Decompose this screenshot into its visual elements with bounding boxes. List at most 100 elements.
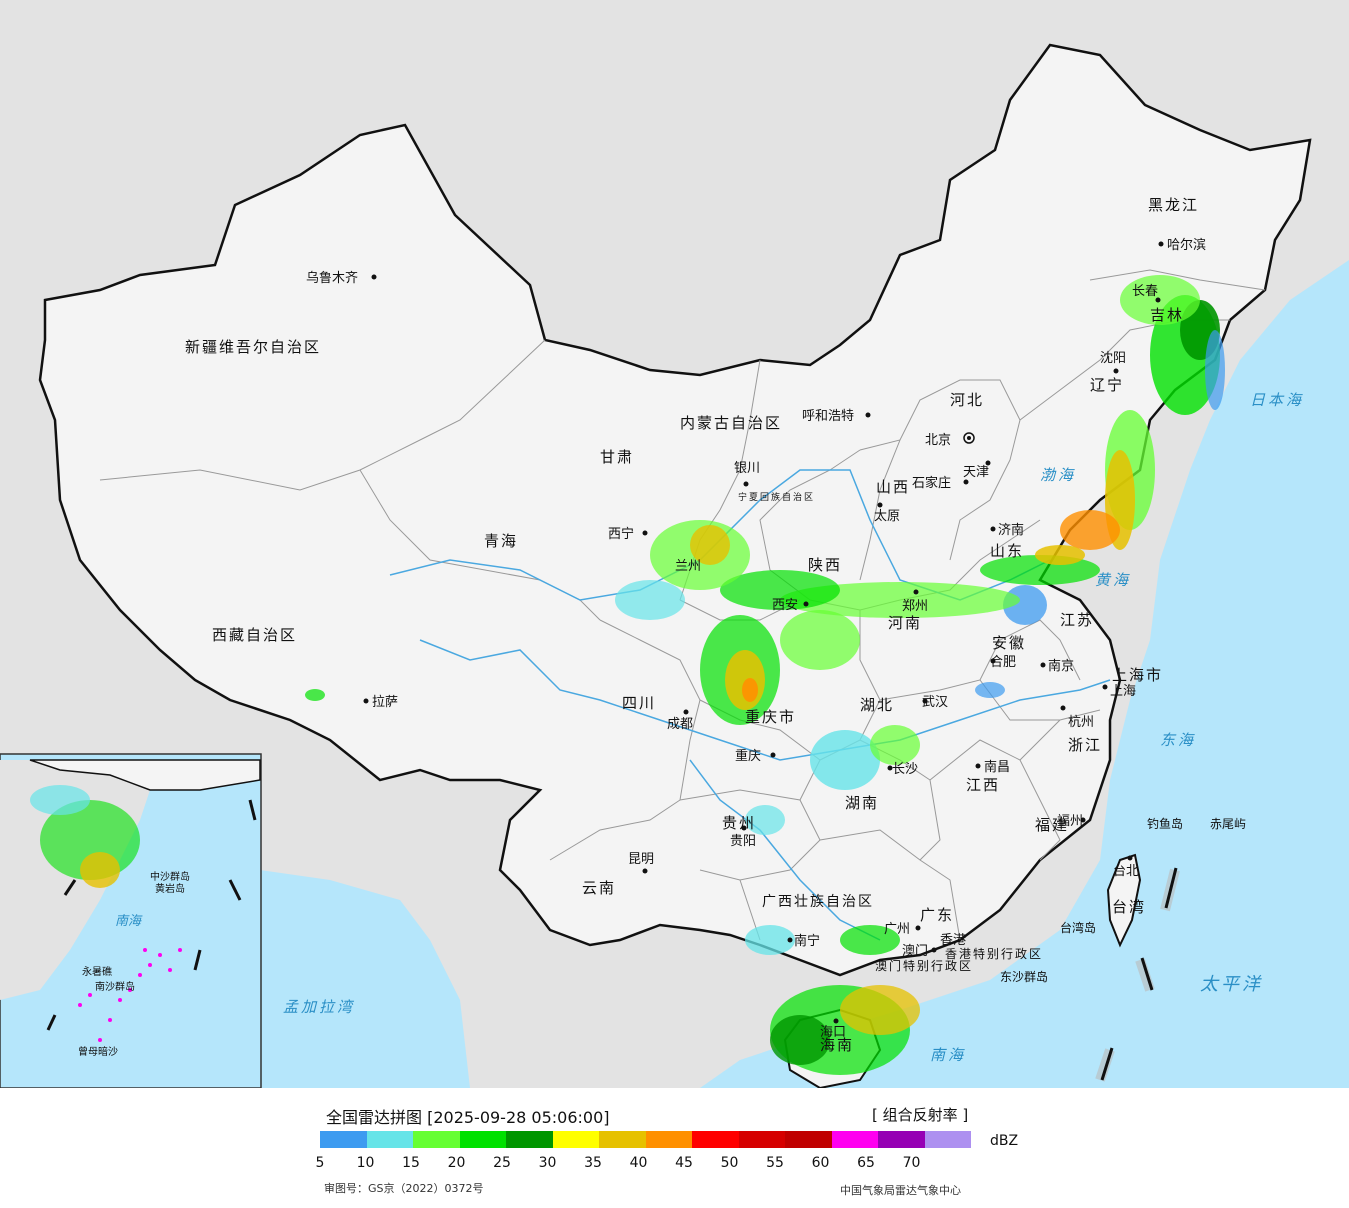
label-guizhou: 贵州 — [722, 814, 756, 832]
sea-east: 东海 — [1160, 731, 1196, 749]
sea-pacific: 太平洋 — [1200, 974, 1263, 995]
color-swatch — [320, 1131, 367, 1148]
city-beijing: 北京 — [925, 433, 951, 448]
city-lhasa: 拉萨 — [372, 695, 398, 710]
label-xizang: 西藏自治区 — [212, 626, 297, 644]
label-hongkong-sar: 香港特别行政区 — [945, 946, 1043, 961]
color-swatch — [366, 1131, 413, 1148]
agency-name: 中国气象局雷达气象中心 — [840, 1184, 961, 1197]
inset-zhongsha: 中沙群岛 — [150, 870, 190, 883]
color-swatch — [831, 1131, 878, 1148]
legend-tick-label: 25 — [493, 1155, 511, 1171]
city-shenyang: 沈阳 — [1100, 351, 1126, 366]
inset-sea-south: 南海 — [115, 914, 143, 929]
label-shandong: 山东 — [990, 542, 1024, 560]
legend-product: [ 组合反射率 ] — [872, 1106, 969, 1124]
city-xian: 西安 — [772, 598, 798, 613]
city-labels: 乌鲁木齐 拉萨 西宁 兰州 银川 呼和浩特 北京 天津 石家庄 太原 济南 郑州… — [306, 237, 1206, 1040]
inset-zengmu: 曾母暗沙 — [78, 1045, 118, 1058]
city-macau: 澳门 — [902, 943, 928, 959]
city-shanghai: 上海 — [1110, 684, 1136, 699]
legend-title: 全国雷达拼图 [2025-09-28 05:06:00] — [326, 1108, 610, 1127]
city-xining: 西宁 — [608, 526, 634, 542]
city-urumqi: 乌鲁木齐 — [306, 270, 358, 286]
city-kunming: 昆明 — [628, 852, 654, 867]
inset-huangyan: 黄岩岛 — [155, 882, 185, 895]
city-jinan: 济南 — [998, 522, 1024, 538]
sea-japan: 日本海 — [1250, 391, 1304, 409]
sea-bohai: 渤海 — [1040, 466, 1076, 484]
city-hongkong: 香港 — [940, 933, 966, 948]
map-approval-number: 审图号：GS京（2022）0372号 — [324, 1182, 484, 1195]
color-swatch — [924, 1131, 971, 1148]
label-chongqing-shi: 重庆市 — [745, 708, 796, 726]
label-henan: 河南 — [888, 614, 922, 632]
label-ningxia: 宁夏回族自治区 — [738, 491, 815, 503]
taiwan-island — [1106, 853, 1142, 948]
label-zhejiang: 浙江 — [1068, 736, 1102, 754]
color-swatch — [692, 1131, 739, 1148]
city-changchun: 长春 — [1132, 284, 1158, 299]
bay-of-bengal — [260, 870, 470, 1088]
label-xinjiang: 新疆维吾尔自治区 — [185, 338, 321, 356]
sea-yellow: 黄海 — [1095, 571, 1131, 589]
legend-tick-label: 5 — [315, 1155, 325, 1171]
map-frame: 新疆维吾尔自治区 西藏自治区 青海 甘肃 四川 云南 贵州 广西壮族自治区 广东… — [0, 0, 1349, 1088]
city-guiyang: 贵阳 — [730, 834, 756, 849]
label-taiwan: 台湾 — [1112, 898, 1146, 916]
city-nanning: 南宁 — [794, 933, 820, 949]
city-nanjing: 南京 — [1048, 658, 1074, 674]
legend-tick-label: 45 — [675, 1155, 693, 1171]
island-dongsha: 东沙群岛 — [1000, 969, 1048, 984]
label-qinghai: 青海 — [484, 532, 518, 550]
color-swatch — [738, 1131, 785, 1148]
city-hohhot: 呼和浩特 — [802, 409, 854, 424]
color-swatch — [878, 1131, 925, 1148]
china-land — [38, 43, 1312, 977]
island-taiwan-dao: 台湾岛 — [1060, 920, 1096, 935]
label-guangxi: 广西壮族自治区 — [762, 894, 874, 910]
color-swatch — [599, 1131, 646, 1148]
capital-marker — [963, 432, 975, 444]
legend-tick-label: 65 — [857, 1155, 875, 1171]
legend-tick-label: 10 — [356, 1155, 375, 1171]
city-chongqing: 重庆 — [735, 748, 761, 764]
city-zhengzhou: 郑州 — [902, 599, 928, 614]
inset-nansha: 南沙群岛 — [95, 980, 135, 993]
city-harbin: 哈尔滨 — [1167, 237, 1206, 253]
label-hebei: 河北 — [950, 391, 984, 409]
south-china-sea-inset: 南海 中沙群岛 黄岩岛 永暑礁 南沙群岛 曾母暗沙 — [0, 753, 262, 1088]
color-swatch — [506, 1131, 553, 1148]
city-changsha: 长沙 — [892, 762, 918, 777]
legend-tick-label: 30 — [538, 1155, 557, 1171]
label-jilin: 吉林 — [1150, 306, 1184, 324]
city-lanzhou: 兰州 — [675, 559, 701, 574]
city-dots — [363, 241, 1164, 1024]
city-yinchuan: 银川 — [734, 461, 760, 476]
legend-tick-label: 40 — [629, 1155, 648, 1171]
color-swatch — [413, 1131, 460, 1148]
label-anhui: 安徽 — [992, 634, 1026, 652]
nine-dash-segments — [1100, 867, 1178, 1081]
label-hainan: 海南 — [820, 1036, 854, 1054]
label-hunan: 湖南 — [845, 794, 879, 812]
radar-map[interactable]: 新疆维吾尔自治区 西藏自治区 青海 甘肃 四川 云南 贵州 广西壮族自治区 广东… — [0, 0, 1349, 1088]
city-taipei: 台北 — [1113, 864, 1139, 879]
legend-tick-label: 20 — [447, 1155, 466, 1171]
legend-tick-label: 15 — [402, 1155, 420, 1171]
city-guangzhou: 广州 — [884, 922, 910, 937]
label-heilongjiang: 黑龙江 — [1148, 196, 1199, 214]
island-chiwei: 赤尾屿 — [1210, 817, 1246, 831]
city-tianjin: 天津 — [963, 465, 989, 480]
city-wuhan: 武汉 — [922, 695, 948, 710]
color-scale-bar — [320, 1131, 971, 1148]
sea-bengal: 孟加拉湾 — [283, 998, 355, 1016]
label-yunnan: 云南 — [582, 879, 616, 897]
legend-panel — [0, 1088, 1349, 1208]
province-labels: 新疆维吾尔自治区 西藏自治区 青海 甘肃 四川 云南 贵州 广西壮族自治区 广东… — [185, 196, 1199, 1054]
city-nanchang: 南昌 — [984, 759, 1010, 775]
label-liaoning: 辽宁 — [1090, 376, 1124, 394]
label-jiangsu: 江苏 — [1060, 611, 1094, 629]
label-neimenggu: 内蒙古自治区 — [680, 414, 782, 432]
color-swatch — [552, 1131, 599, 1148]
